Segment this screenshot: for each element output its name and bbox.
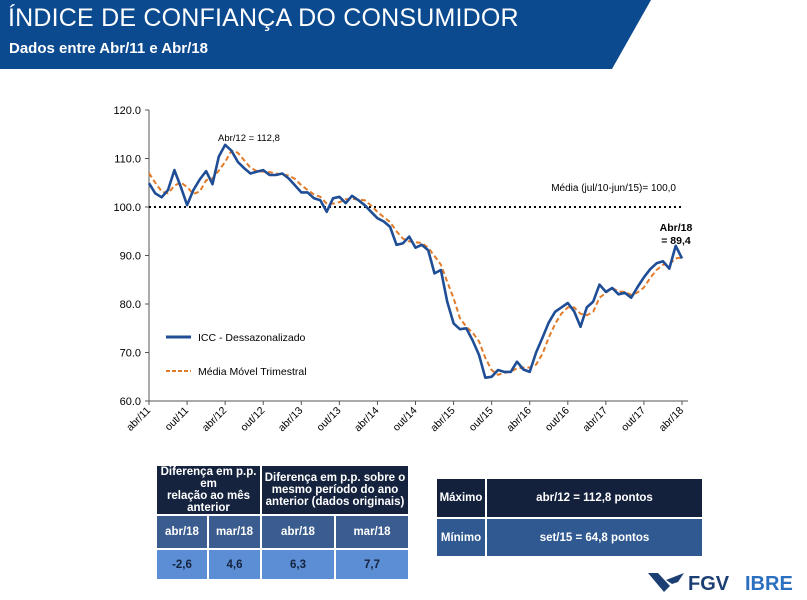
x-axis: abr/11 out/11 abr/12 out/12 abr/13 out/13 abr/… [124,400,688,435]
annotation-last-1: Abr/18 [660,222,693,234]
y-tick-label: 60.0 [120,396,141,408]
x-tick-label: abr/13 [276,405,306,435]
group-header-monthly: Diferença em p.p. em relação ao mês ante… [157,466,260,514]
x-tick-label: out/12 [238,405,267,434]
series-line-moving-average [148,149,683,376]
y-tick-label: 100.0 [113,202,141,214]
variation-table: Diferença em p.p. em relação ao mês ante… [155,464,410,581]
x-tick-label: abr/17 [580,405,610,435]
line-chart: 60.0 70.0 80.0 90.0 100.0 110.0 120.0 abr/11 ou… [113,105,693,435]
y-tick-label: 110.0 [114,154,141,166]
header-line: anterior (dados originais) [265,496,405,508]
y-tick-label: 80.0 [120,299,141,311]
reference-line-label: Média (jul/10-jun/15)= 100,0 [551,183,676,194]
legend: ICC - Dessazonalizado Média Móvel Trimes… [166,332,307,378]
column-header: abr/18 [157,516,207,548]
x-tick-label: out/16 [543,405,572,434]
y-tick-label: 70.0 [120,348,141,360]
fgv-swoosh-icon [648,573,670,592]
x-tick-label: abr/11 [124,405,153,434]
annotation-peak: Abr/12 = 112,8 [218,133,280,144]
y-tick-label: 90.0 [120,251,141,263]
fgv-ibre-logo: FGV IBRE [648,573,793,594]
x-tick-label: abr/15 [428,405,458,435]
logo-fgv: FGV [688,573,730,594]
header-line: Diferença em p.p. sobre o [264,472,406,484]
group-header-yearly: Diferença em p.p. sobre o mesmo período … [262,466,408,514]
table-cell: 4,6 [209,550,260,579]
header-line: mesmo período do ano [271,484,399,496]
x-tick-label: out/17 [619,405,648,434]
page-title: ÍNDICE DE CONFIANÇA DO CONSUMIDOR [8,4,519,32]
legend-label-mm: Média Móvel Trimestral [198,366,307,378]
header-banner [0,0,651,69]
page-subtitle: Dados entre Abr/11 e Abr/18 [9,40,208,57]
table-cell: -2,6 [157,550,207,579]
x-tick-label: abr/14 [352,405,382,435]
header-line: anterior [187,502,230,514]
header-line: Diferença em p.p. em [160,466,257,490]
column-header: mar/18 [336,516,408,548]
x-tick-label: abr/16 [504,405,534,435]
max-value: abr/12 = 112,8 pontos [487,479,702,517]
x-tick-label: abr/18 [657,405,687,435]
y-axis: 60.0 70.0 80.0 90.0 100.0 110.0 120.0 [113,105,150,408]
x-tick-label: abr/12 [200,405,230,435]
column-header: abr/18 [262,516,334,548]
table-cell: 6,3 [262,550,334,579]
x-tick-label: out/14 [390,405,419,434]
x-tick-label: out/15 [467,405,496,434]
min-label: Mínimo [437,519,485,556]
max-label: Máximo [437,479,485,517]
column-header: mar/18 [209,516,260,548]
x-tick-label: out/13 [314,405,343,434]
series-line-icc [147,143,684,380]
legend-label-icc: ICC - Dessazonalizado [198,332,306,344]
annotation-last-2: = 89,4 [661,235,691,247]
x-tick-label: out/11 [163,405,192,434]
series-group [147,143,684,380]
min-value: set/15 = 64,8 pontos [487,519,702,556]
header-line: relação ao mês [166,490,251,502]
y-tick-label: 120.0 [113,105,141,117]
extremes-table: Máximo abr/12 = 112,8 pontos Mínimo set/… [435,477,704,558]
table-cell: 7,7 [336,550,408,579]
logo-ibre: IBRE [745,573,793,594]
